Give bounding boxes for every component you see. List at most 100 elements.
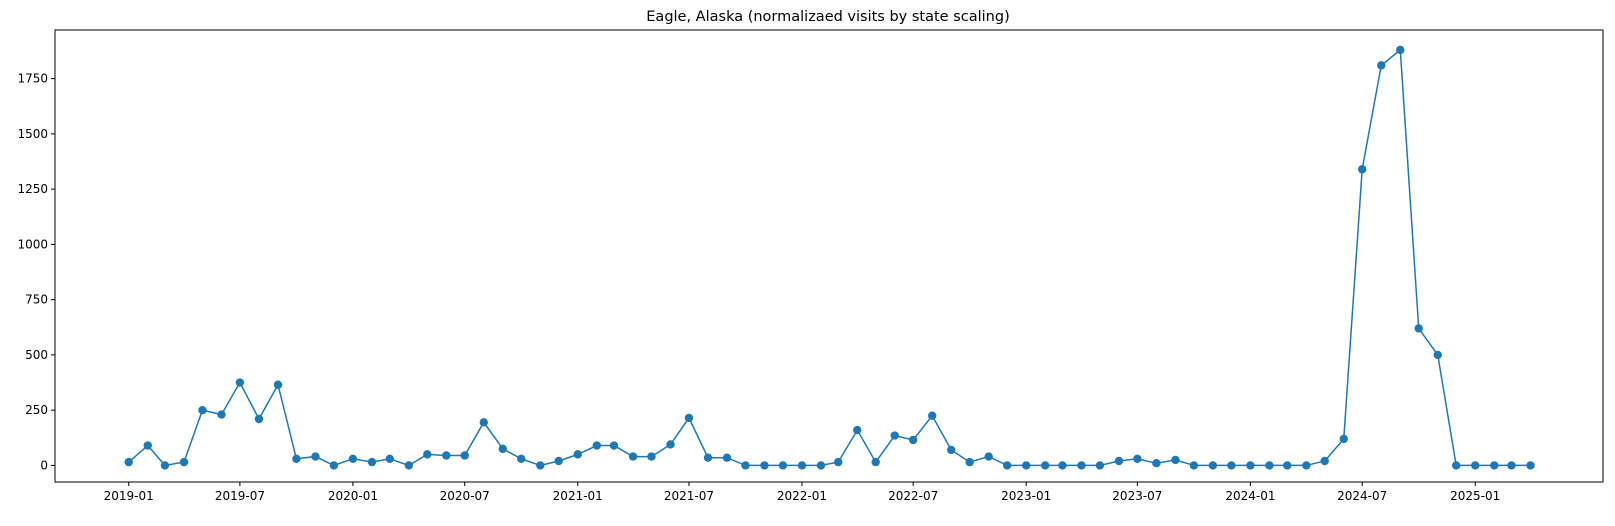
data-point: [1041, 461, 1050, 470]
data-point: [460, 451, 469, 460]
data-point: [1133, 454, 1142, 463]
data-point: [1471, 461, 1480, 470]
data-point: [871, 457, 880, 467]
data-point: [273, 380, 283, 389]
data-point: [1507, 461, 1516, 470]
data-point: [1152, 459, 1161, 468]
x-tick-label: 2024-01: [1225, 489, 1275, 503]
data-point: [1021, 461, 1031, 470]
x-tick-label: 2023-01: [1001, 489, 1051, 503]
data-point: [947, 445, 956, 455]
y-tick-label: 250: [25, 403, 48, 417]
data-point: [1171, 455, 1180, 465]
data-point: [1302, 461, 1311, 470]
data-point: [1490, 461, 1499, 470]
data-point: [1114, 456, 1124, 466]
data-point: [965, 457, 974, 467]
data-point: [666, 440, 675, 449]
y-tick-label: 1750: [17, 72, 48, 86]
data-point: [1189, 461, 1199, 470]
y-tick-label: 0: [40, 458, 48, 472]
x-tick-label: 2019-07: [215, 489, 265, 503]
data-point: [1396, 45, 1405, 55]
data-point: [348, 454, 358, 463]
data-point: [573, 450, 582, 459]
data-point: [928, 411, 937, 420]
data-point: [179, 457, 189, 467]
data-point: [1058, 461, 1067, 470]
data-point: [908, 435, 918, 445]
data-point: [628, 452, 638, 461]
x-tick-label: 2021-07: [664, 489, 714, 503]
x-tick-label: 2025-01: [1450, 489, 1500, 503]
data-point: [1526, 461, 1535, 470]
data-point: [1002, 461, 1012, 470]
y-tick-label: 750: [25, 293, 48, 307]
data-point: [703, 453, 713, 462]
data-point: [367, 457, 377, 467]
data-point: [498, 444, 508, 454]
data-point: [1414, 324, 1423, 333]
data-point: [536, 461, 545, 470]
x-tick-label: 2020-01: [328, 489, 378, 503]
data-point: [1208, 461, 1218, 470]
data-point: [760, 461, 769, 470]
y-axis: 0 250 500 750 1000 1250 1500 1750: [17, 72, 55, 472]
data-point: [1095, 461, 1105, 470]
data-point: [741, 461, 750, 470]
data-point: [1320, 456, 1329, 466]
y-tick-label: 500: [25, 348, 48, 362]
data-point: [890, 431, 899, 440]
data-point: [329, 461, 339, 470]
series-line: [128, 48, 1531, 467]
data-point: [554, 456, 563, 466]
data-point: [592, 441, 601, 450]
data-point: [1283, 461, 1292, 470]
data-point: [217, 410, 226, 419]
data-point: [517, 454, 526, 463]
data-point: [778, 461, 788, 470]
data-point: [1433, 350, 1442, 360]
data-point: [311, 452, 320, 461]
data-point: [684, 413, 694, 423]
x-tick-label: 2019-01: [104, 489, 154, 503]
y-tick-label: 1000: [17, 237, 48, 251]
data-point: [609, 441, 619, 450]
y-tick-label: 1250: [17, 182, 48, 196]
data-point: [984, 452, 993, 461]
data-point: [385, 454, 394, 463]
data-point: [198, 405, 207, 415]
data-point: [853, 425, 862, 435]
data-point: [647, 452, 656, 461]
x-tick-label: 2022-07: [888, 489, 938, 503]
data-point: [143, 441, 152, 450]
data-point: [254, 414, 264, 424]
x-tick-label: 2022-01: [777, 489, 827, 503]
chart-title: Eagle, Alaska (normalizaed visits by sta…: [646, 9, 1009, 25]
data-point: [235, 378, 245, 387]
x-tick-label: 2023-07: [1112, 489, 1162, 503]
x-tick-label: 2020-07: [440, 489, 490, 503]
data-point: [797, 461, 807, 470]
data-point: [1451, 461, 1461, 470]
data-point: [423, 450, 432, 459]
y-tick-label: 1500: [17, 127, 48, 141]
plot-frame: [54, 29, 1604, 483]
data-point: [1265, 461, 1274, 470]
x-tick-label: 2021-01: [553, 489, 603, 503]
data-point: [124, 457, 133, 467]
data-point: [442, 451, 451, 460]
data-point: [816, 461, 826, 470]
data-point: [834, 457, 843, 467]
data-point: [1339, 434, 1348, 444]
data-point: [1377, 61, 1386, 70]
data-point: [1077, 461, 1086, 470]
data-point: [1246, 461, 1255, 470]
x-tick-label: 2024-07: [1337, 489, 1387, 503]
data-point: [1227, 461, 1236, 470]
data-point: [722, 453, 732, 462]
series-layer: [124, 45, 1535, 470]
data-point: [160, 461, 170, 470]
data-point: [292, 454, 301, 463]
